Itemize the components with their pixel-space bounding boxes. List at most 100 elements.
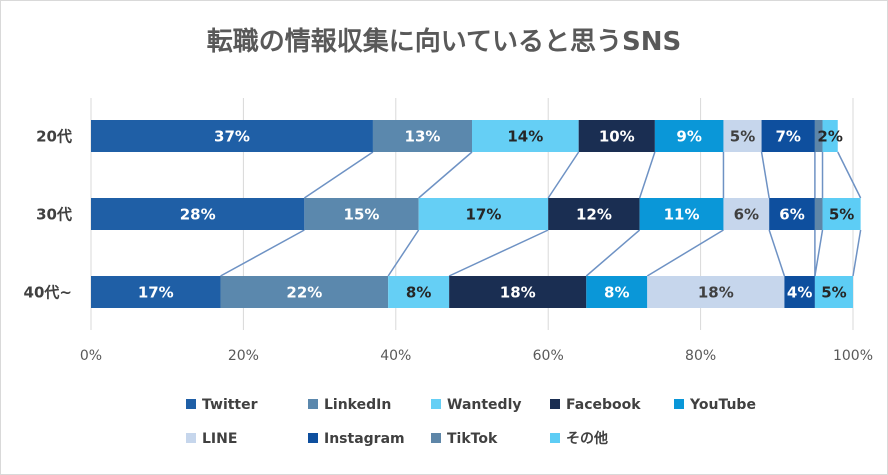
- series-line: [814, 229, 824, 277]
- x-tick-label: 100%: [833, 348, 873, 364]
- data-label: 6%: [734, 206, 759, 224]
- bar-segment: [814, 120, 823, 152]
- data-label: 22%: [286, 284, 322, 302]
- legend-swatch: [674, 399, 684, 409]
- category-label: 30代: [36, 206, 72, 224]
- data-label: 15%: [344, 206, 380, 224]
- legend-swatch: [550, 399, 560, 409]
- series-line: [448, 229, 549, 277]
- legend-label: Twitter: [202, 397, 258, 413]
- series-line: [547, 151, 580, 199]
- series-line: [646, 229, 724, 277]
- bar-segment: [548, 198, 640, 230]
- bar-segment: [639, 198, 724, 230]
- category-label: 20代: [36, 128, 72, 146]
- legend-label: Facebook: [566, 397, 641, 413]
- series-line: [760, 151, 770, 199]
- data-label: 10%: [599, 128, 635, 146]
- data-label: 7%: [775, 128, 800, 146]
- data-label: 14%: [507, 128, 543, 146]
- bar-segment: [91, 120, 373, 152]
- bar-segment: [449, 276, 587, 308]
- legend-item[interactable]: YouTube: [674, 397, 756, 413]
- data-label: 6%: [779, 206, 804, 224]
- legend-label: Wantedly: [447, 397, 522, 413]
- bar-segment: [472, 120, 579, 152]
- data-label: 5%: [829, 206, 854, 224]
- legend-label: その他: [566, 430, 608, 447]
- bar-segment: [586, 276, 648, 308]
- data-label: 28%: [180, 206, 216, 224]
- data-label: 5%: [730, 128, 755, 146]
- legend-label: Instagram: [324, 431, 405, 447]
- legend-item[interactable]: その他: [550, 430, 608, 447]
- x-tick-label: 80%: [685, 348, 716, 364]
- data-label: 17%: [138, 284, 174, 302]
- legend-swatch: [308, 399, 318, 409]
- data-label: 18%: [500, 284, 536, 302]
- legend-item[interactable]: Facebook: [550, 397, 641, 413]
- bar-segment: [418, 198, 549, 230]
- data-label: 11%: [664, 206, 700, 224]
- bar-segment: [91, 198, 305, 230]
- legend-item[interactable]: LINE: [186, 431, 237, 447]
- series-line: [220, 229, 305, 277]
- series-line: [387, 229, 420, 277]
- series-line: [585, 229, 641, 277]
- x-tick-label: 60%: [533, 348, 564, 364]
- series-line: [638, 151, 656, 199]
- bar-segment: [372, 120, 472, 152]
- bar-segment: [388, 276, 450, 308]
- bar-segment: [91, 276, 221, 308]
- legend-swatch: [550, 433, 560, 443]
- bar-segment: [723, 198, 770, 230]
- bar-segment: [578, 120, 655, 152]
- legend-swatch: [431, 399, 441, 409]
- legend-item[interactable]: Twitter: [186, 397, 258, 413]
- legend-item[interactable]: LinkedIn: [308, 397, 391, 413]
- series-line: [837, 151, 862, 199]
- data-label: 4%: [787, 284, 812, 302]
- data-label: 8%: [604, 284, 629, 302]
- legend[interactable]: Twitter LinkedIn Wantedly Facebook YouTube LI…: [186, 397, 756, 447]
- bar-segment: [814, 198, 823, 230]
- data-label: 2%: [817, 128, 842, 146]
- bar-segment: [220, 276, 389, 308]
- data-label: 12%: [576, 206, 612, 224]
- series-lines: [220, 151, 862, 277]
- bar-segment: [304, 198, 419, 230]
- legend-swatch: [186, 433, 196, 443]
- legend-swatch: [431, 433, 441, 443]
- legend-label: YouTube: [689, 397, 756, 413]
- category-label: 40代~: [24, 284, 72, 302]
- data-label: 8%: [406, 284, 431, 302]
- series-line: [852, 229, 862, 277]
- bar-segment: [822, 198, 861, 230]
- series-line: [768, 229, 786, 277]
- legend-swatch: [186, 399, 196, 409]
- legend-swatch: [308, 433, 318, 443]
- data-label: 9%: [676, 128, 701, 146]
- chart-title: 転職の情報収集に向いていると思うSNS: [207, 26, 681, 57]
- legend-item[interactable]: TikTok: [431, 431, 498, 447]
- data-label: 5%: [821, 284, 846, 302]
- bar-segment: [814, 276, 853, 308]
- legend-item[interactable]: Wantedly: [431, 397, 522, 413]
- bar-segment: [822, 120, 838, 152]
- bar-segment: [723, 120, 762, 152]
- bar-segment: [647, 276, 785, 308]
- series-line: [303, 151, 374, 199]
- x-tick-label: 20%: [228, 348, 259, 364]
- category-labels: 20代 30代 40代~: [24, 128, 72, 302]
- bar-segment: [769, 198, 815, 230]
- bar-segment: [654, 120, 724, 152]
- legend-item[interactable]: Instagram: [308, 431, 405, 447]
- series-line: [418, 151, 473, 199]
- data-label: 37%: [214, 128, 250, 146]
- bar-segment: [761, 120, 815, 152]
- x-axis-ticks: 0% 20% 40% 60% 80% 100%: [80, 348, 873, 364]
- legend-label: TikTok: [447, 431, 498, 447]
- data-label: 18%: [698, 284, 734, 302]
